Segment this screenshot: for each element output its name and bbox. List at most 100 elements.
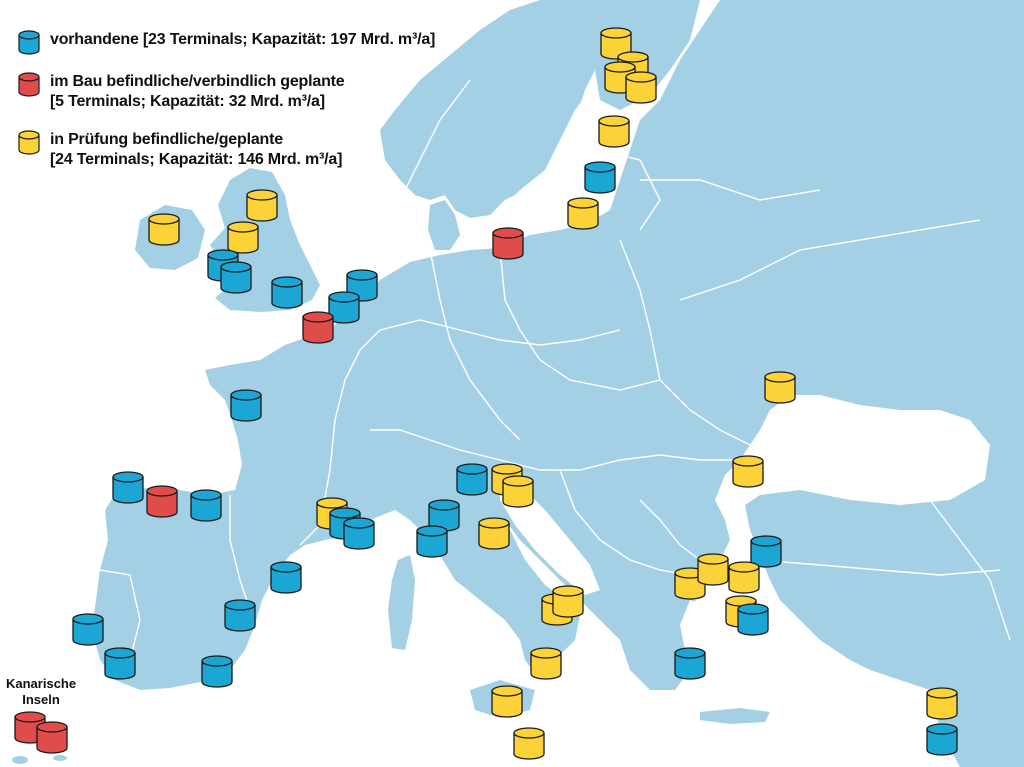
terminal-planned-marker <box>728 561 760 594</box>
crete <box>700 708 770 724</box>
cylinder-body <box>530 653 562 680</box>
canary-island <box>12 756 28 764</box>
cylinder-body <box>598 121 630 148</box>
canary-island <box>53 755 67 761</box>
legend-construction-line2: [5 Terminals; Kapazität: 32 Mrd. m³/a] <box>50 93 325 110</box>
cylinder-body <box>302 317 334 344</box>
terminal-existing-marker <box>343 517 375 550</box>
terminal-existing-marker <box>328 291 360 324</box>
cylinder-body <box>270 567 302 594</box>
border-line <box>499 249 661 391</box>
cylinder-body <box>416 531 448 558</box>
cylinder-body <box>502 481 534 508</box>
cylinder-top <box>764 371 796 383</box>
border-line <box>929 499 1011 641</box>
cylinder-top <box>72 613 104 625</box>
border-line <box>639 499 701 561</box>
cylinder-body <box>513 733 545 760</box>
cylinder-body <box>146 491 178 518</box>
cylinder-top <box>328 291 360 303</box>
cylinder-top <box>220 261 252 273</box>
terminal-existing-marker <box>104 647 136 680</box>
cylinder-top <box>552 585 584 597</box>
cylinder-body <box>491 691 523 718</box>
terminal-construction-marker <box>146 485 178 518</box>
cylinder-body <box>227 227 259 254</box>
cylinder-body <box>584 167 616 194</box>
cylinder-body <box>674 653 706 680</box>
red-cylinder-icon <box>18 72 40 97</box>
cylinder-top <box>697 553 729 565</box>
terminal-existing-marker <box>456 463 488 496</box>
cylinder-top <box>732 455 764 467</box>
cylinder-body <box>697 559 729 586</box>
scandinavia <box>380 0 650 218</box>
border-line <box>679 219 981 301</box>
cylinder-top <box>456 463 488 475</box>
legend-construction-text: im Bau befindliche/verbindlich geplante … <box>50 72 345 112</box>
cylinder-body <box>926 693 958 720</box>
terminal-planned-marker <box>502 475 534 508</box>
cylinder-top <box>750 535 782 547</box>
cylinder-top <box>207 249 239 261</box>
cylinder-body <box>343 523 375 550</box>
canary-label-line2: Inseln <box>22 692 60 707</box>
terminal-planned-marker <box>732 455 764 488</box>
legend-existing-line1: vorhandene [23 Terminals; Kapazität: 197… <box>50 31 436 48</box>
terminal-planned-marker <box>625 71 657 104</box>
cylinder-body <box>148 219 180 246</box>
border-line <box>429 249 521 441</box>
terminal-planned-marker <box>513 727 545 760</box>
terminal-planned-marker <box>552 585 584 618</box>
cylinder-body <box>104 653 136 680</box>
cylinder-top <box>36 721 68 733</box>
mainland-europe <box>92 0 1024 767</box>
terminal-existing-marker <box>271 276 303 309</box>
cylinder-top <box>478 517 510 529</box>
cylinder-top <box>617 51 649 63</box>
cylinder-top <box>926 687 958 699</box>
jutland <box>428 200 460 250</box>
legend-existing-text: vorhandene [23 Terminals; Kapazität: 197… <box>50 30 435 50</box>
cylinder-top <box>14 711 46 723</box>
legend-planned: in Prüfung befindliche/geplante [24 Term… <box>18 130 342 170</box>
cylinder-body <box>246 195 278 222</box>
cylinder-top <box>246 189 278 201</box>
cylinder-top <box>926 723 958 735</box>
terminal-planned-marker <box>478 517 510 550</box>
border-line <box>379 319 621 346</box>
cylinder-top <box>416 525 448 537</box>
terminal-existing-marker <box>750 535 782 568</box>
cylinder-body <box>552 591 584 618</box>
legend-construction: im Bau befindliche/verbindlich geplante … <box>18 72 345 112</box>
terminal-planned-marker <box>567 197 599 230</box>
cylinder-top <box>567 197 599 209</box>
cylinder-top <box>190 489 222 501</box>
border-line <box>599 149 661 231</box>
cylinder-top <box>104 647 136 659</box>
cylinder-body <box>728 567 760 594</box>
canary-islands-label: Kanarische Inseln <box>6 676 76 708</box>
legend-construction-line1: im Bau befindliche/verbindlich geplante <box>50 73 345 90</box>
terminal-markers <box>14 27 958 760</box>
cylinder-body <box>764 377 796 404</box>
border-line <box>99 569 141 661</box>
cylinder-body <box>201 661 233 688</box>
cylinder-top <box>530 647 562 659</box>
terminal-planned-marker <box>598 115 630 148</box>
cylinder-top <box>201 655 233 667</box>
terminal-construction-marker <box>36 721 68 754</box>
cylinder-body <box>72 619 104 646</box>
cylinder-body <box>926 729 958 756</box>
terminal-planned-marker <box>926 687 958 720</box>
border-line <box>370 429 740 471</box>
cylinder-top <box>316 497 348 509</box>
terminal-existing-marker <box>224 599 256 632</box>
baltic-sea <box>470 90 612 240</box>
terminal-planned-marker <box>227 221 259 254</box>
border-line <box>559 469 691 576</box>
yellow-cylinder-icon <box>18 130 40 155</box>
corsica-sardinia <box>388 555 415 650</box>
terminal-planned-marker <box>697 553 729 586</box>
